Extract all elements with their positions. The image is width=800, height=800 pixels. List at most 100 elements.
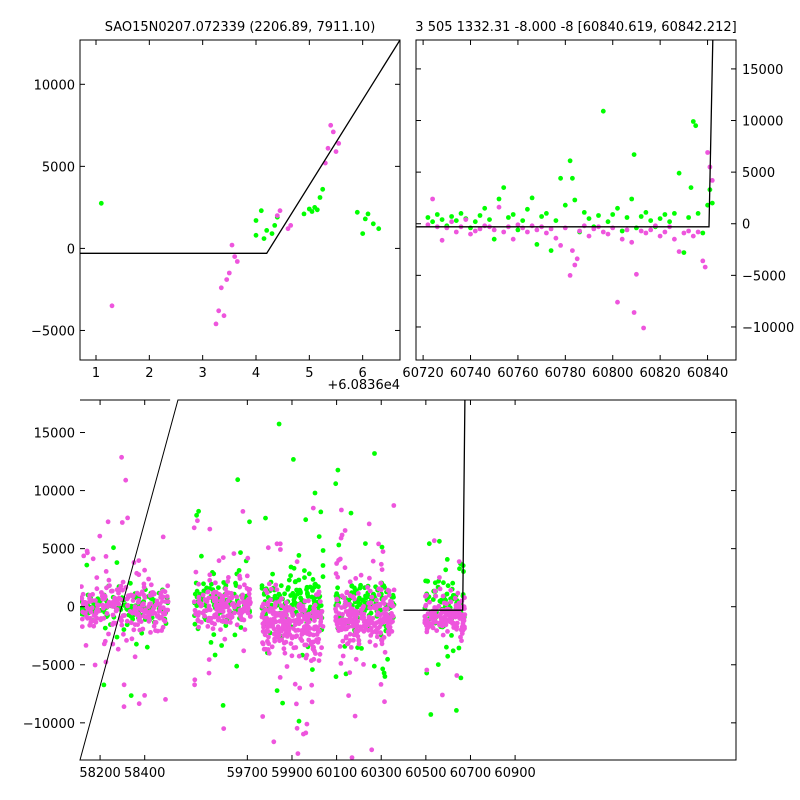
data-point-green	[303, 517, 309, 523]
data-point-magenta	[353, 576, 359, 581]
data-point-magenta	[273, 611, 279, 616]
data-point-magenta	[290, 606, 296, 612]
data-point-magenta	[314, 592, 319, 597]
data-point-magenta	[120, 587, 125, 593]
data-point-magenta	[202, 613, 208, 619]
data-point-magenta	[306, 619, 312, 625]
data-point-magenta	[374, 597, 379, 603]
data-point-magenta	[136, 605, 142, 611]
data-point-magenta	[206, 670, 212, 676]
data-point-magenta	[283, 600, 289, 605]
data-point-magenta	[216, 615, 222, 621]
data-point-green	[208, 640, 214, 645]
data-point-magenta	[240, 607, 246, 613]
data-point-green	[264, 228, 270, 233]
data-point-magenta	[279, 603, 284, 609]
data-point-green	[456, 645, 462, 651]
data-point-magenta	[345, 619, 351, 625]
data-point-magenta	[339, 605, 344, 610]
data-point-green	[354, 209, 360, 215]
data-point-magenta	[445, 629, 450, 634]
data-point-magenta	[283, 619, 289, 624]
data-point-green	[443, 567, 449, 573]
data-point-magenta	[208, 615, 214, 621]
x-tick-label: 60760	[497, 366, 538, 381]
data-point-magenta	[265, 545, 271, 551]
data-point-green	[487, 217, 492, 223]
data-point-green	[690, 119, 696, 124]
x-tick-label: 58200	[79, 766, 120, 781]
data-point-magenta	[317, 628, 322, 634]
data-point-green	[114, 634, 120, 640]
data-point-green	[491, 236, 497, 242]
data-point-green	[309, 209, 315, 214]
data-point-green	[355, 645, 360, 650]
data-point-magenta	[389, 611, 394, 616]
data-point-magenta	[289, 653, 295, 659]
data-point-magenta	[681, 230, 687, 236]
data-point-magenta	[459, 627, 464, 633]
data-point-magenta	[444, 601, 449, 607]
data-point-magenta	[482, 223, 488, 229]
data-point-magenta	[96, 602, 101, 608]
data-point-green	[454, 708, 459, 713]
data-point-magenta	[297, 618, 303, 623]
data-point-magenta	[319, 608, 325, 614]
data-point-magenta	[213, 612, 219, 617]
data-point-green	[335, 467, 341, 473]
data-point-magenta	[286, 628, 292, 634]
data-point-magenta	[449, 219, 454, 225]
data-point-magenta	[338, 535, 344, 541]
data-point-magenta	[124, 618, 130, 624]
data-point-green	[453, 218, 459, 224]
x-tick-label: 6	[359, 366, 367, 381]
data-point-magenta	[306, 637, 312, 643]
data-point-green	[312, 582, 318, 587]
data-point-green	[624, 215, 630, 220]
data-point-magenta	[304, 721, 310, 727]
data-point-green	[357, 585, 363, 591]
data-point-green	[288, 573, 293, 579]
data-point-magenta	[245, 605, 250, 610]
data-point-magenta	[347, 613, 353, 619]
x-tick-label: 60780	[545, 366, 586, 381]
y-tick-label: −5000	[31, 659, 75, 674]
data-point-green	[194, 588, 200, 594]
data-point-magenta	[433, 614, 438, 620]
data-point-magenta	[234, 622, 240, 628]
data-point-magenta	[629, 239, 635, 245]
data-point-green	[501, 185, 507, 191]
data-point-magenta	[355, 591, 361, 596]
data-point-magenta	[385, 606, 390, 612]
data-point-magenta	[130, 598, 136, 603]
data-point-magenta	[339, 507, 344, 513]
data-point-magenta	[335, 574, 341, 580]
data-point-green	[648, 218, 654, 224]
data-point-green	[126, 612, 132, 618]
x-tick-label: 60840	[687, 366, 728, 381]
x-tick-label: 60100	[316, 766, 357, 781]
data-point-magenta	[228, 620, 233, 625]
data-point-magenta	[277, 675, 283, 680]
data-point-magenta	[358, 572, 364, 578]
data-point-magenta	[631, 310, 637, 315]
data-point-magenta	[87, 592, 92, 598]
data-point-green	[444, 557, 450, 562]
data-point-magenta	[95, 606, 100, 612]
data-point-green	[619, 228, 625, 234]
data-point-magenta	[220, 555, 226, 560]
data-point-magenta	[156, 608, 162, 614]
data-point-magenta	[347, 579, 353, 585]
data-point-magenta	[686, 228, 691, 234]
data-point-magenta	[266, 634, 271, 640]
data-point-magenta	[553, 235, 559, 241]
data-point-magenta	[423, 602, 429, 608]
data-point-magenta	[377, 603, 383, 609]
data-point-magenta	[193, 569, 199, 575]
data-point-green	[272, 223, 278, 228]
data-point-magenta	[124, 638, 129, 643]
data-point-magenta	[318, 622, 323, 628]
data-point-magenta	[317, 651, 323, 657]
data-point-magenta	[437, 586, 443, 592]
data-point-magenta	[284, 634, 290, 639]
